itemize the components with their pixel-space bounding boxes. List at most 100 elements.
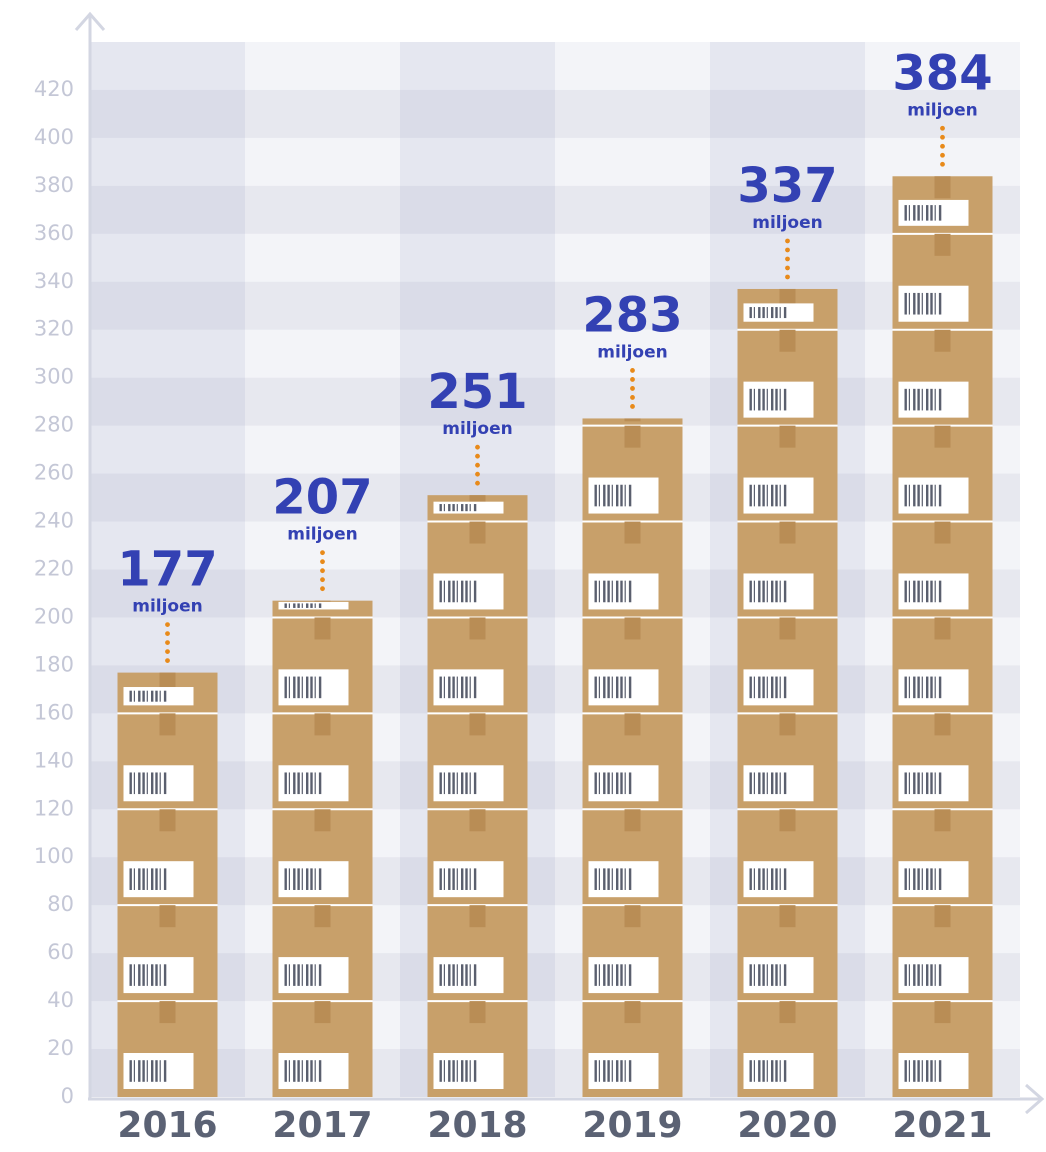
barcode [465,1060,467,1082]
dot-leader [320,586,325,591]
box-tape [315,713,331,735]
barcode [939,205,941,221]
barcode [612,868,613,890]
barcode [474,581,476,603]
barcode [595,772,597,794]
barcode [461,868,463,890]
barcode [289,1060,290,1082]
barcode [448,581,450,603]
barcode [754,868,755,890]
y-tick-label: 100 [34,844,74,868]
y-tick-label: 20 [47,1036,74,1060]
barcode [771,964,773,986]
box-tape [935,617,951,639]
barcode [474,964,476,986]
barcode [758,772,760,794]
box-tape [780,330,796,352]
barcode [620,868,622,890]
barcode [930,772,932,794]
barcode [913,581,915,603]
barcode [452,504,454,511]
barcode [762,868,764,890]
barcode [629,581,631,603]
barcode [461,504,463,511]
barcode [151,772,153,794]
box-tape [470,713,486,735]
barcode [762,307,764,318]
barcode [465,504,467,511]
barcode [762,389,764,411]
barcode [758,581,760,603]
barcode [754,677,755,699]
box-tape [160,673,176,689]
box-tape [625,522,641,544]
barcode [784,389,786,411]
box-tape [625,1001,641,1023]
barcode [474,504,476,511]
barcode [922,205,923,221]
value-label: 251 [427,364,527,420]
barcode [629,485,631,507]
barcode [134,772,135,794]
box-tape [470,522,486,544]
dot-leader [940,162,945,167]
barcode [134,964,135,986]
barcode [771,1060,773,1082]
barcode [922,581,923,603]
barcode [917,581,919,603]
box-tape [315,905,331,927]
barcode [909,485,910,507]
barcode [917,293,919,315]
barcode [142,1060,144,1082]
barcode [754,772,755,794]
box-tape [780,289,796,305]
barcode [289,603,290,608]
barcode [289,677,290,699]
barcode [935,205,936,221]
barcode [939,772,941,794]
barcode [780,389,781,411]
barcode [440,677,442,699]
barcode [771,868,773,890]
barcode [926,205,928,221]
barcode [444,504,445,511]
barcode [909,772,910,794]
value-label: 177 [117,542,217,598]
dot-leader [940,144,945,149]
y-tick-label: 320 [34,317,74,341]
barcode [909,293,910,315]
barcode [909,205,910,221]
box-tape [935,905,951,927]
barcode [939,581,941,603]
box-tape [160,713,176,735]
x-tick-label: 2021 [892,1105,992,1146]
box-tape [625,418,641,421]
barcode [457,581,458,603]
dot-leader [475,481,480,486]
barcode [939,677,941,699]
barcode [913,964,915,986]
barcode [155,868,157,890]
barcode [147,772,148,794]
y-tick-label: 420 [34,77,74,101]
barcode [922,389,923,411]
barcode [922,293,923,315]
barcode [939,485,941,507]
barcode [620,772,622,794]
barcode [922,868,923,890]
barcode [775,389,777,411]
barcode [939,964,941,986]
barcode [780,1060,781,1082]
barcode [905,677,907,699]
box-tape [470,809,486,831]
barcode [922,677,923,699]
barcode [784,1060,786,1082]
barcode [913,293,915,315]
barcode [603,964,605,986]
barcode [452,1060,454,1082]
dot-leader [165,622,170,627]
barcode [930,581,932,603]
barcode [612,1060,613,1082]
barcode [599,1060,600,1082]
barcode [909,389,910,411]
